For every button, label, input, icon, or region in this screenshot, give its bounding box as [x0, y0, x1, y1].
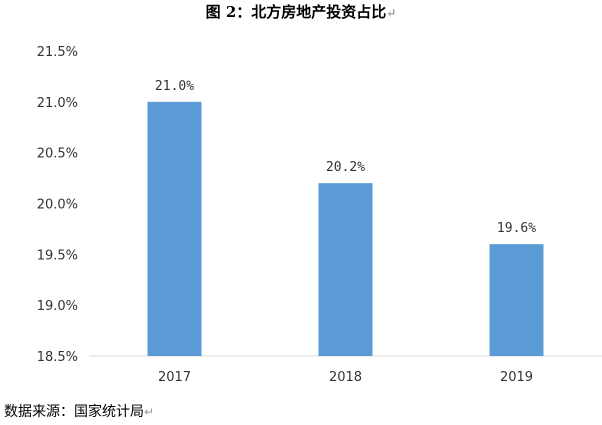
y-tick-label: 19.5%	[37, 248, 78, 263]
y-tick-label: 20.0%	[37, 198, 78, 213]
paragraph-mark-icon: ↵	[386, 6, 397, 20]
y-tick-label: 21.5%	[37, 45, 78, 60]
x-axis-ticks: 2017 2018 2019	[158, 370, 533, 385]
y-tick-label: 20.5%	[37, 147, 78, 162]
source-note-text: 数据来源：国家统计局	[4, 404, 144, 420]
source-note: 数据来源：国家统计局↵	[4, 403, 154, 421]
data-label-2019: 19.6%	[497, 221, 536, 236]
chart-title-text: 图 2：北方房地产投资占比	[205, 3, 387, 21]
bars	[147, 101, 544, 356]
bar-chart: 18.5% 19.0% 19.5% 20.0% 20.5% 21.0% 21.5% 21.0…	[37, 45, 602, 385]
data-label-2017: 21.0%	[155, 79, 194, 94]
y-tick-label: 21.0%	[37, 96, 78, 111]
x-tick-label-2019: 2019	[500, 370, 533, 385]
bar-2019	[489, 244, 544, 356]
bar-2018	[318, 183, 373, 356]
y-tick-label: 19.0%	[37, 299, 78, 314]
data-label-2018: 20.2%	[326, 160, 365, 175]
data-labels: 21.0% 20.2% 19.6%	[155, 79, 536, 236]
y-axis-ticks: 18.5% 19.0% 19.5% 20.0% 20.5% 21.0% 21.5%	[37, 45, 78, 365]
y-tick-label: 18.5%	[37, 350, 78, 365]
bar-2017	[147, 101, 202, 356]
x-tick-label-2017: 2017	[158, 370, 191, 385]
x-tick-label-2018: 2018	[329, 370, 362, 385]
chart-title: 图 2：北方房地产投资占比↵	[0, 2, 602, 23]
paragraph-mark-icon: ↵	[144, 405, 155, 419]
